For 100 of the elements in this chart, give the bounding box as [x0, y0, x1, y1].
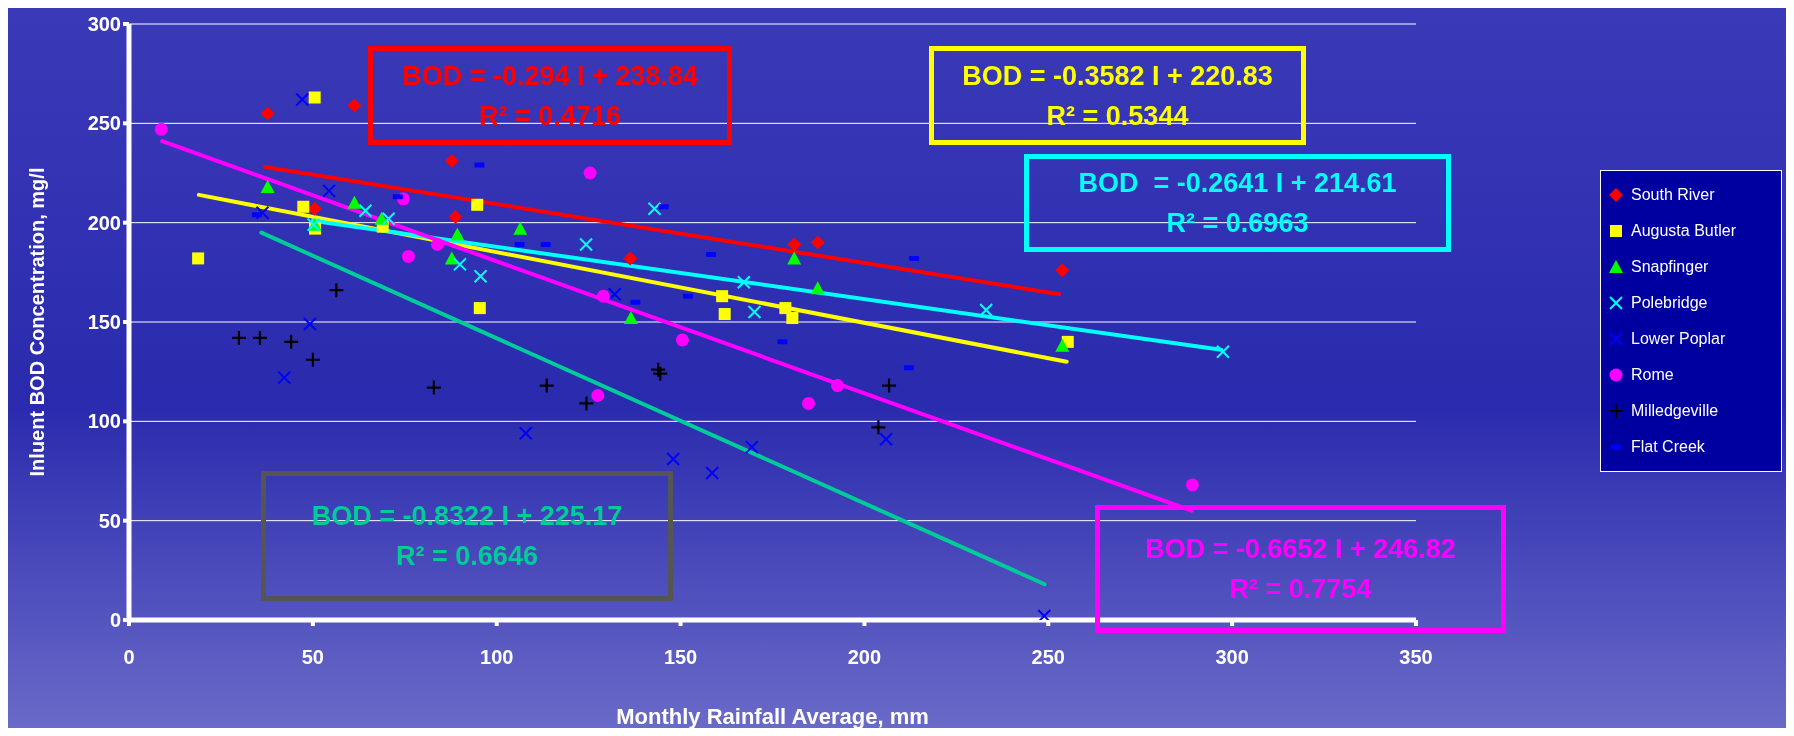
point — [1185, 478, 1199, 492]
point — [1055, 263, 1070, 278]
point — [718, 308, 731, 321]
point — [705, 465, 720, 480]
annotation: BOD = -0.294 I + 238.84 — [401, 59, 699, 93]
point — [307, 201, 322, 216]
annotation: R² = 0.7754 — [1228, 573, 1373, 606]
x-axis-title: Monthly Rainfall Average, mm — [616, 704, 929, 729]
point — [473, 302, 486, 315]
x-tick-label: 250 — [1031, 646, 1065, 669]
point — [786, 312, 799, 325]
point — [230, 329, 248, 346]
point — [154, 122, 168, 136]
point — [347, 195, 362, 209]
point — [448, 209, 463, 224]
y-tick-label: 150 — [87, 311, 121, 334]
point — [787, 251, 802, 265]
annotation: BOD = -0.6652 I + 246.82 — [1144, 533, 1457, 566]
legend-label: Rome — [1631, 366, 1674, 384]
y-tick-label: 0 — [109, 609, 121, 632]
point — [716, 290, 729, 303]
y-tick-label: 100 — [87, 410, 121, 433]
point — [810, 281, 825, 295]
legend-label: Snapfinger — [1631, 258, 1709, 276]
point — [870, 419, 887, 436]
y-axis-title: Inluent BOD Concentration, mg/l — [26, 167, 49, 477]
point — [538, 377, 555, 394]
point — [647, 201, 662, 216]
y-tick-label: 250 — [87, 112, 121, 135]
point — [736, 275, 751, 290]
point — [518, 426, 533, 441]
y-tick-label: 200 — [87, 211, 121, 234]
point — [322, 183, 337, 198]
point — [450, 227, 465, 241]
point — [401, 249, 415, 263]
point — [304, 351, 321, 368]
point — [425, 379, 442, 396]
point — [579, 237, 594, 252]
point — [666, 452, 681, 467]
point — [779, 302, 792, 315]
x-tick-label: 100 — [480, 646, 514, 669]
legend-label: Lower Poplar — [1631, 330, 1726, 348]
point — [1055, 338, 1070, 352]
x-tick-label: 50 — [301, 646, 324, 669]
point — [295, 92, 310, 107]
point — [802, 396, 816, 410]
legend-label: South River — [1631, 186, 1715, 204]
point — [347, 98, 362, 113]
point — [260, 106, 275, 121]
point — [297, 200, 310, 213]
legend-label: Flat Creek — [1631, 438, 1705, 456]
point — [652, 365, 669, 382]
point — [328, 282, 345, 299]
point — [831, 379, 845, 393]
x-tick-label: 200 — [847, 646, 882, 669]
point — [452, 257, 467, 272]
point — [623, 251, 638, 266]
point — [277, 370, 292, 385]
y-tick-label: 50 — [98, 509, 121, 532]
point — [650, 361, 667, 378]
point — [623, 311, 638, 325]
point — [787, 237, 802, 252]
point — [879, 432, 894, 447]
point — [192, 252, 205, 265]
point — [251, 329, 269, 346]
point — [302, 316, 317, 331]
point — [747, 305, 762, 320]
x-tick-label: 350 — [1399, 646, 1433, 669]
point — [880, 377, 898, 394]
point — [810, 235, 825, 250]
point — [444, 154, 459, 169]
point — [591, 389, 605, 403]
point — [583, 166, 597, 180]
legend-label: Milledgeville — [1631, 402, 1719, 420]
point — [283, 333, 300, 350]
point — [607, 287, 622, 302]
annotation: BOD = -0.3582 I + 220.83 — [961, 59, 1274, 93]
point — [744, 440, 759, 455]
annotation: BOD = -0.2641 I + 214.61 — [1077, 167, 1398, 200]
point — [979, 303, 994, 318]
point — [358, 203, 373, 218]
point — [513, 221, 528, 235]
legend-label: Augusta Butler — [1631, 222, 1736, 240]
x-tick-label: 0 — [123, 646, 135, 669]
point — [471, 198, 484, 211]
point — [675, 333, 689, 347]
point — [308, 91, 321, 104]
point — [578, 395, 595, 412]
x-tick-label: 150 — [663, 646, 698, 669]
point — [255, 205, 270, 220]
annotation: R² = 0.5344 — [1045, 99, 1190, 133]
point — [1037, 609, 1052, 620]
point — [1215, 344, 1230, 359]
point — [596, 289, 610, 303]
x-tick-label: 300 — [1215, 646, 1249, 669]
y-tick-label: 300 — [87, 13, 121, 36]
point — [473, 269, 488, 284]
legend-label: Polebridge — [1631, 294, 1708, 312]
annotation: R² = 0.6646 — [395, 540, 539, 573]
point — [431, 238, 445, 252]
